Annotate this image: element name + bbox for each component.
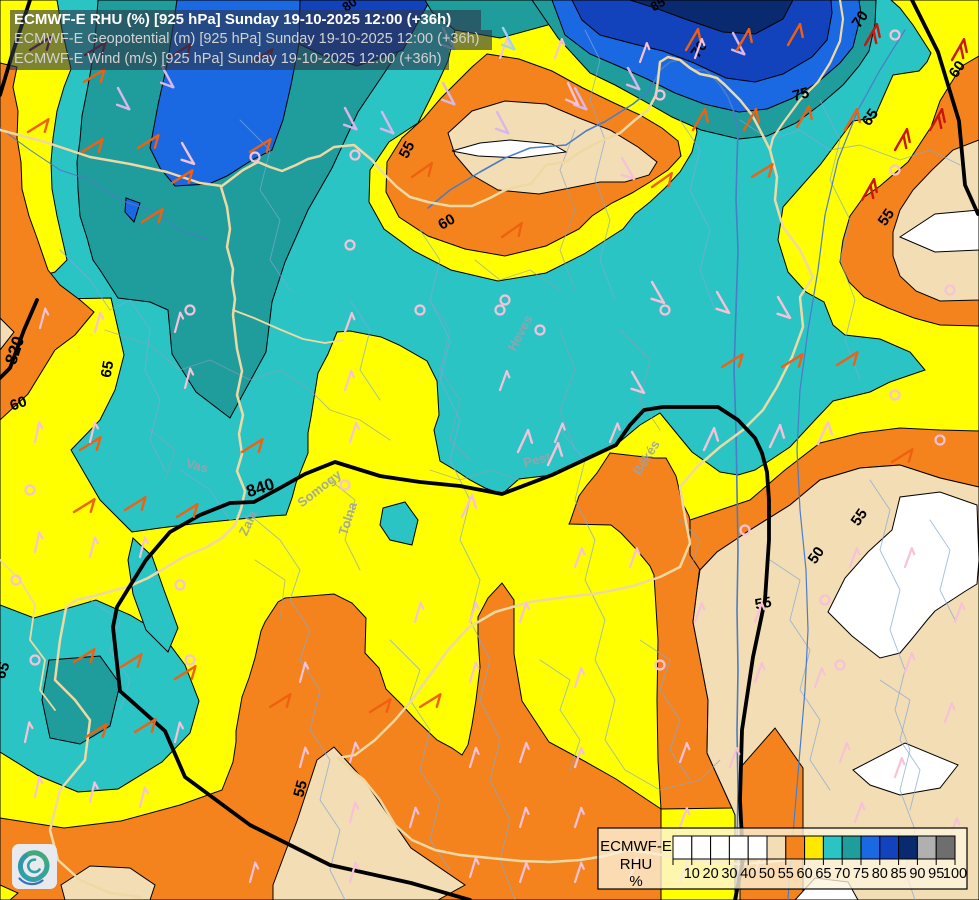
svg-text:65: 65 — [98, 360, 118, 379]
svg-text:55: 55 — [396, 139, 419, 162]
svg-text:100: 100 — [943, 866, 967, 882]
svg-text:70: 70 — [834, 866, 850, 882]
svg-text:Pest: Pest — [522, 449, 553, 471]
svg-text:80: 80 — [872, 866, 888, 882]
svg-text:70: 70 — [849, 8, 872, 31]
svg-text:70: 70 — [688, 38, 711, 61]
svg-text:Vas: Vas — [184, 456, 210, 476]
svg-text:40: 40 — [740, 866, 756, 882]
svg-text:60: 60 — [435, 211, 458, 234]
svg-text:75: 75 — [791, 84, 812, 105]
svg-text:75: 75 — [853, 866, 869, 882]
svg-text:60: 60 — [8, 393, 29, 415]
svg-text:55: 55 — [875, 206, 898, 229]
svg-text:60: 60 — [946, 58, 969, 81]
svg-text:20: 20 — [703, 866, 719, 882]
svg-text:85: 85 — [891, 866, 907, 882]
svg-text:50: 50 — [805, 544, 828, 567]
svg-text:90: 90 — [909, 866, 925, 882]
svg-text:ECMWF-E: ECMWF-E — [600, 838, 672, 855]
svg-text:95: 95 — [928, 866, 944, 882]
svg-text:%: % — [629, 873, 642, 890]
svg-text:RHU: RHU — [620, 856, 653, 873]
svg-text:65: 65 — [815, 866, 831, 882]
svg-text:30: 30 — [721, 866, 737, 882]
svg-text:65: 65 — [859, 106, 882, 129]
svg-text:60: 60 — [797, 866, 813, 882]
svg-text:55: 55 — [290, 779, 311, 800]
svg-text:50: 50 — [759, 866, 775, 882]
svg-text:55: 55 — [848, 506, 871, 529]
svg-text:55: 55 — [754, 594, 773, 614]
svg-text:55: 55 — [778, 866, 794, 882]
svg-text:10: 10 — [684, 866, 700, 882]
